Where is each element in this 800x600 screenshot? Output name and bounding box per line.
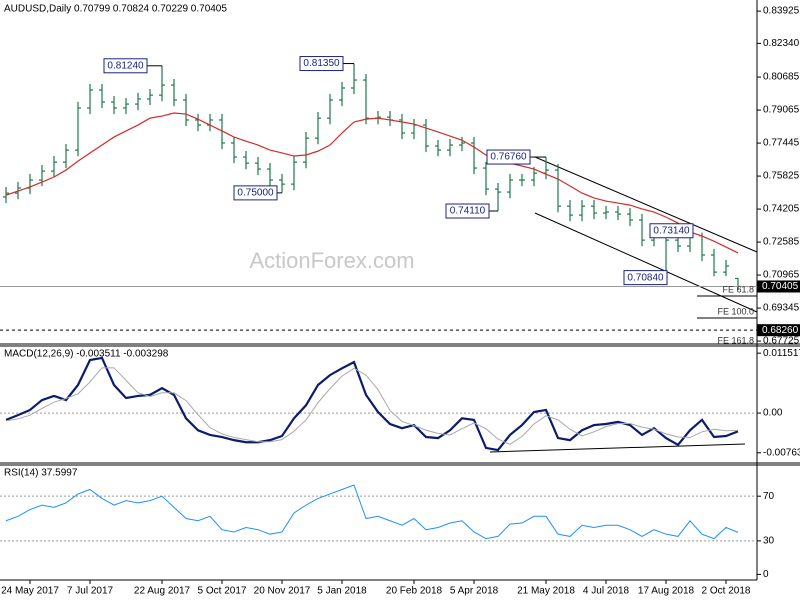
watermark: ActionForex.com [249, 248, 414, 273]
y-tick-label: 0.75825 [763, 171, 800, 182]
annotation-box [299, 56, 344, 72]
price-marker [757, 280, 800, 293]
x-tick-label: 22 Aug 2017 [134, 586, 191, 597]
y-tick-label: 0.011517 [763, 348, 800, 359]
y-tick-label: 0.80685 [763, 72, 800, 83]
annotation-label: 0.81350 [303, 58, 340, 69]
annotation-box [445, 203, 490, 219]
annotation-box [649, 223, 694, 239]
annotation-label: 0.76760 [490, 152, 527, 163]
x-tick-label: 24 May 2017 [1, 586, 59, 597]
y-tick-label: 0.69345 [763, 303, 800, 314]
fe-label: FE 161.8 [717, 335, 754, 345]
y-tick-label: 0.77445 [763, 138, 800, 149]
y-tick-label: 70 [763, 491, 775, 502]
y-tick-label: 0 [763, 569, 769, 580]
x-tick-label: 5 Oct 2017 [198, 586, 247, 597]
fe-label: FE 100.0 [717, 306, 754, 316]
annotation-label: 0.75000 [237, 188, 274, 199]
rsi-title: RSI(14) 37.5997 [4, 468, 78, 479]
indicator-line [5, 484, 739, 540]
y-tick-label: -0.00763 [763, 447, 800, 458]
macd-title: MACD(12,26,9) -0.003511 -0.003298 [4, 349, 169, 360]
fe-label: FE 61.8 [722, 284, 754, 294]
y-tick-label: 0.79065 [763, 105, 800, 116]
price-marker [757, 324, 800, 337]
y-tick-label: 0.67725 [763, 336, 800, 347]
x-tick-label: 20 Nov 2017 [254, 586, 311, 597]
annotation-label: 0.74110 [450, 206, 486, 217]
annotation-label: 0.70840 [627, 272, 664, 283]
annotation-label: 0.73140 [653, 225, 690, 236]
y-tick-label: 0.00 [763, 408, 783, 419]
chart-title: AUDUSD,Daily 0.70799 0.70824 0.70229 0.7… [4, 4, 227, 15]
x-tick-label: 5 Jan 2018 [317, 586, 367, 597]
trend-line [489, 443, 746, 453]
annotation-box [486, 149, 531, 165]
y-tick-label: 0.83925 [763, 6, 800, 17]
x-tick-label: 7 Jul 2017 [67, 586, 114, 597]
x-tick-label: 20 Feb 2018 [386, 586, 443, 597]
x-tick-label: 5 Apr 2018 [450, 586, 499, 597]
y-tick-label: 0.72585 [763, 237, 800, 248]
price-marker-label: 0.68260 [762, 325, 799, 336]
y-tick-label: 0.70965 [763, 270, 800, 281]
x-tick-label: 21 May 2018 [517, 586, 575, 597]
price-marker-label: 0.70405 [762, 281, 799, 292]
indicator-line [5, 367, 739, 445]
y-tick-label: 0.74205 [763, 204, 800, 215]
x-tick-label: 17 Aug 2018 [638, 586, 695, 597]
x-tick-label: 2 Oct 2018 [702, 586, 751, 597]
annotation-box [623, 270, 668, 286]
indicator-line [5, 356, 739, 452]
channel-line [534, 156, 758, 253]
y-tick-label: 30 [763, 536, 775, 547]
annotation-box [103, 58, 148, 74]
annotation-label: 0.81240 [107, 60, 144, 71]
y-tick-label: 0.82340 [763, 38, 800, 49]
moving-average [5, 112, 739, 254]
x-tick-label: 4 Jul 2018 [583, 586, 630, 597]
annotation-box [233, 185, 278, 201]
